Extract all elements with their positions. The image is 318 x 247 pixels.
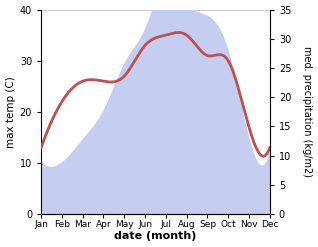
Y-axis label: med. precipitation (kg/m2): med. precipitation (kg/m2) [302,46,313,177]
X-axis label: date (month): date (month) [114,231,197,242]
Y-axis label: max temp (C): max temp (C) [5,76,16,148]
